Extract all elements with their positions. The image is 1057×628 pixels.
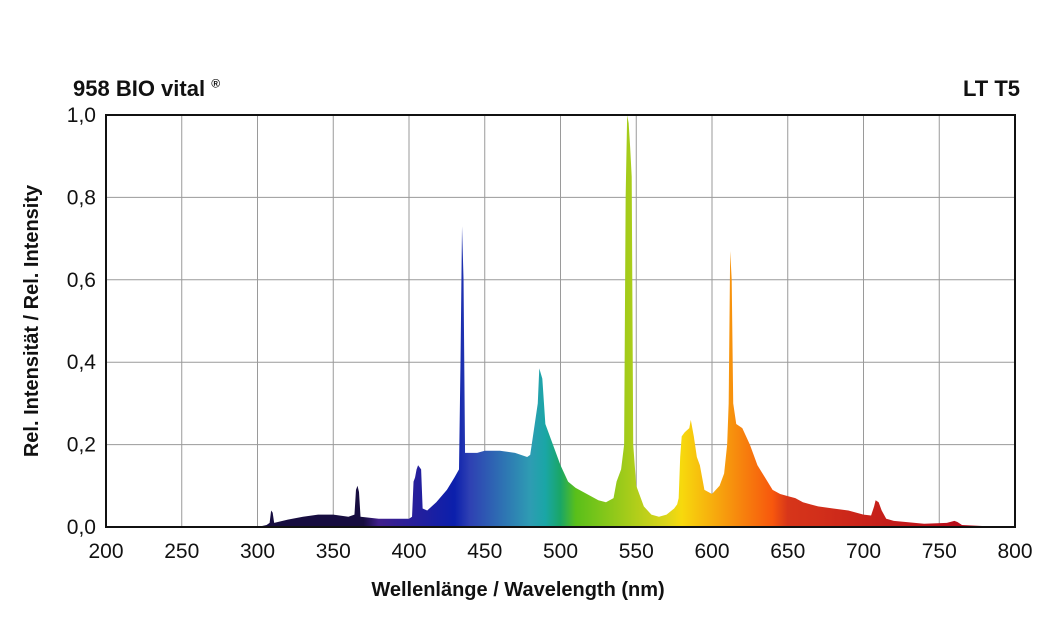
x-tick-label: 450 xyxy=(467,540,502,563)
chart-title-text: 958 BIO vital xyxy=(73,76,206,101)
x-tick-label: 550 xyxy=(619,540,654,563)
chart-subtitle: LT T5 xyxy=(962,76,1020,101)
x-tick-labels: 200 250 300 350 400 450 500 550 600 650 700 750 800 xyxy=(88,540,1032,563)
y-tick-label: 0,6 xyxy=(67,269,96,292)
plot-frame xyxy=(105,114,1016,528)
y-tick-label: 0,8 xyxy=(67,186,96,209)
x-tick-label: 300 xyxy=(240,540,275,563)
x-axis-label: Wellenlänge / Wavelength (nm) xyxy=(371,579,664,601)
x-tick-label: 350 xyxy=(316,540,351,563)
x-tick-label: 650 xyxy=(770,540,805,563)
x-tick-label: 200 xyxy=(88,540,123,563)
x-tick-label: 800 xyxy=(997,540,1032,563)
y-tick-label: 0,2 xyxy=(67,434,96,457)
y-axis-label: Rel. Intensität / Rel. Intensity xyxy=(21,184,43,457)
x-tick-label: 250 xyxy=(164,540,199,563)
registered-mark: ® xyxy=(211,76,221,91)
x-tick-label: 500 xyxy=(543,540,578,563)
x-tick-label: 600 xyxy=(694,540,729,563)
y-tick-label: 0,0 xyxy=(67,516,96,539)
y-tick-label: 0,4 xyxy=(67,351,97,374)
chart-title: 958 BIO vital ® xyxy=(73,76,220,102)
x-tick-label: 750 xyxy=(922,540,957,563)
y-tick-label: 1,0 xyxy=(67,104,96,127)
y-tick-labels: 0,0 0,2 0,4 0,6 0,8 1,0 xyxy=(67,104,97,539)
x-tick-label: 400 xyxy=(391,540,426,563)
x-tick-label: 700 xyxy=(846,540,881,563)
